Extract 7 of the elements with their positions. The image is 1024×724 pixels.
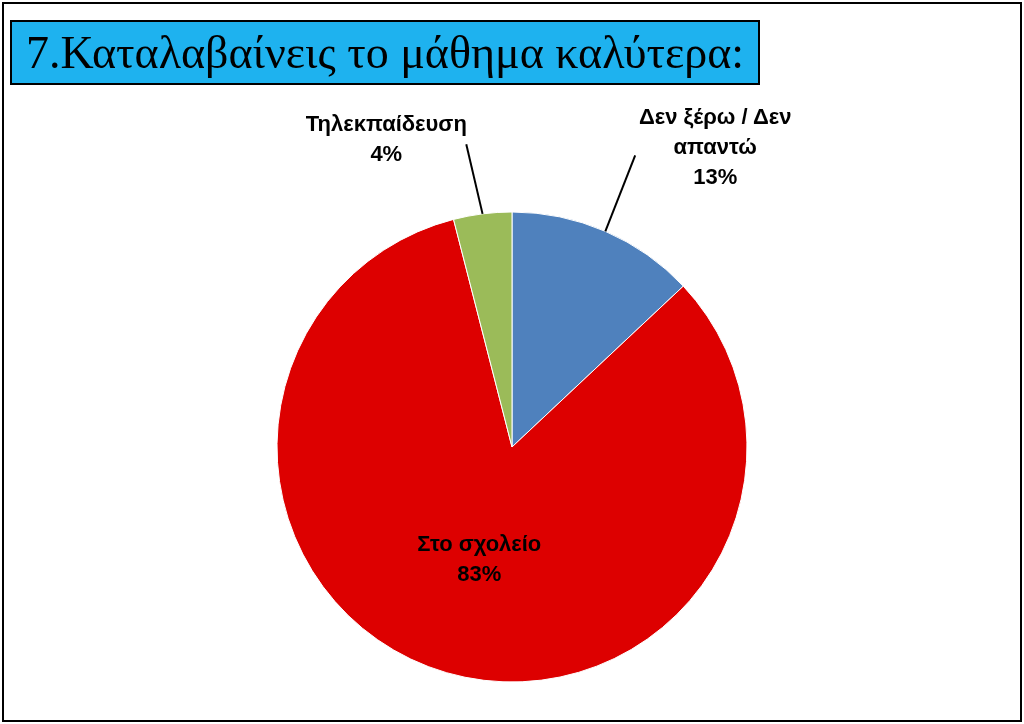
slice-label: Δεν ξέρω / Δεν απαντώ (638, 103, 792, 159)
data-label: 4% (370, 141, 403, 167)
chart-title: 7.Καταλαβαίνεις το μάθημα καλύτερα: (10, 20, 761, 85)
data-label: 13% (693, 163, 738, 189)
data-label: 83% (457, 560, 502, 586)
slice-label: Τηλεκπαίδευση (305, 111, 467, 137)
slice-label: Στο σχολείο (417, 530, 542, 556)
